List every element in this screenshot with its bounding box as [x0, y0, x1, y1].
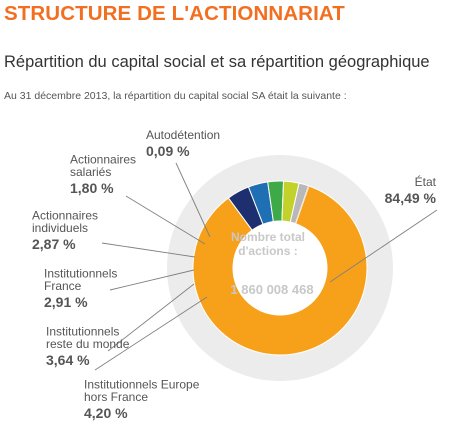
- center-label-line-2: d'actions :: [238, 244, 298, 258]
- leader-line-1: [94, 296, 208, 371]
- slice-name-5-0: Actionnaires: [70, 153, 136, 167]
- donut-slices: [192, 180, 368, 356]
- slice-value-1: 4,20 %: [84, 405, 128, 421]
- slice-name-0-0: État: [415, 174, 437, 189]
- slice-value-5: 1,80 %: [70, 180, 114, 196]
- slice-name-1-1: hors France: [84, 390, 148, 404]
- leader-line-0: [329, 209, 438, 283]
- slice-name-2-1: reste du monde: [46, 337, 130, 351]
- intro-text: Au 31 décembre 2013, la répartition du c…: [4, 90, 347, 102]
- leader-line-3: [109, 269, 195, 291]
- slice-value-2: 3,64 %: [46, 352, 90, 368]
- slice-value-0: 84,49 %: [385, 190, 437, 206]
- slice-name-6-0: Autodétention: [146, 128, 220, 142]
- slice-name-3-0: Institutionnels: [44, 267, 117, 281]
- leader-lines: [94, 162, 438, 371]
- leader-line-5: [125, 195, 206, 245]
- slice-name-4-1: individuels: [32, 221, 88, 235]
- center-value: 1 860 008 468: [230, 282, 313, 297]
- slice-name-3-1: France: [44, 279, 82, 293]
- center-label-line-1: Nombre total: [231, 230, 305, 244]
- slice-value-3: 2,91 %: [44, 294, 88, 310]
- center-label: Nombre total d'actions : 1 860 008 468: [230, 230, 313, 297]
- slice-name-2-0: Institutionnels: [46, 325, 119, 339]
- slice-name-1-0: Institutionnels Europe: [84, 378, 200, 392]
- donut-hole: [233, 221, 327, 315]
- page-title: STRUCTURE DE L'ACTIONNARIAT: [4, 2, 345, 25]
- leader-line-6: [175, 162, 211, 238]
- leader-line-4: [101, 242, 196, 258]
- slice-value-6: 0,09 %: [146, 143, 190, 159]
- leader-line-2: [107, 283, 195, 352]
- chart-subtitle: Répartition du capital social et sa répa…: [4, 53, 430, 71]
- slice-name-5-1: salariés: [70, 165, 111, 179]
- slice-name-4-0: Actionnaires: [32, 209, 98, 223]
- slice-value-4: 2,87 %: [32, 236, 76, 252]
